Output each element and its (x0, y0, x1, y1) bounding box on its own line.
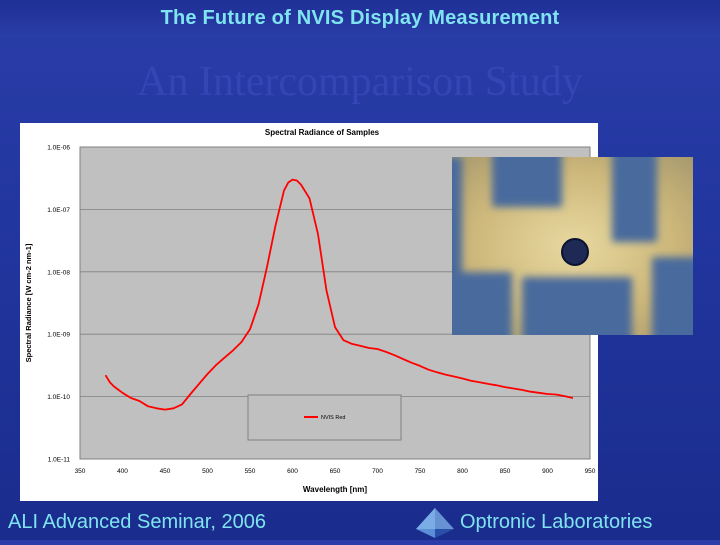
footer-seminar: ALI Advanced Seminar, 2006 (8, 511, 266, 533)
legend-box (247, 394, 402, 441)
series-line (104, 178, 574, 411)
y-tick-label: 1.0E-10 (47, 394, 70, 401)
x-tick-label: 650 (330, 468, 341, 475)
x-tick-label: 850 (500, 468, 511, 475)
x-tick-label: 900 (542, 468, 553, 475)
letter-h-sample-photo (452, 157, 693, 335)
x-tick-label: 350 (75, 468, 86, 475)
legend: NVIS Red (247, 394, 402, 441)
x-tick-label: 700 (372, 468, 383, 475)
y-tick-label: 1.0E-09 (47, 332, 70, 339)
footer-company: Optronic Laboratories (460, 511, 653, 533)
x-tick-label: 600 (287, 468, 298, 475)
pyramid-logo (414, 505, 456, 540)
x-tick-label: 750 (415, 468, 426, 475)
y-tick-label: 1.0E-08 (47, 269, 70, 276)
header-bar (0, 0, 720, 37)
slide-title: The Future of NVIS Display Measurement (160, 7, 560, 29)
y-tick-labels: 1.0E-06 1.0E-07 1.0E-08 1.0E-09 1.0E-10 1.0E-… (47, 145, 70, 464)
x-tick-label: 500 (202, 468, 213, 475)
chart-title: Spectral Radiance of Samples (265, 128, 380, 137)
x-tick-label: 550 (245, 468, 256, 475)
y-axis-label: Spectral Radiance [W cm-2 nm-1] (24, 243, 33, 362)
x-tick-label: 400 (117, 468, 128, 475)
y-tick-label: 1.0E-07 (47, 207, 70, 214)
slide-subtitle: An Intercomparison Study (137, 59, 583, 105)
series-layer (104, 178, 574, 411)
legend-entry: NVIS Red (321, 415, 345, 421)
x-tick-label: 800 (457, 468, 468, 475)
x-tick-label: 950 (585, 468, 596, 475)
y-tick-label: 1.0E-11 (48, 457, 71, 464)
x-tick-labels: 350 400 450 500 550 600 650 700 750 800 850 900 950 (75, 468, 596, 475)
x-tick-label: 450 (160, 468, 171, 475)
x-axis-label: Wavelength [nm] (303, 485, 367, 494)
y-tick-label: 1.0E-06 (47, 145, 70, 152)
